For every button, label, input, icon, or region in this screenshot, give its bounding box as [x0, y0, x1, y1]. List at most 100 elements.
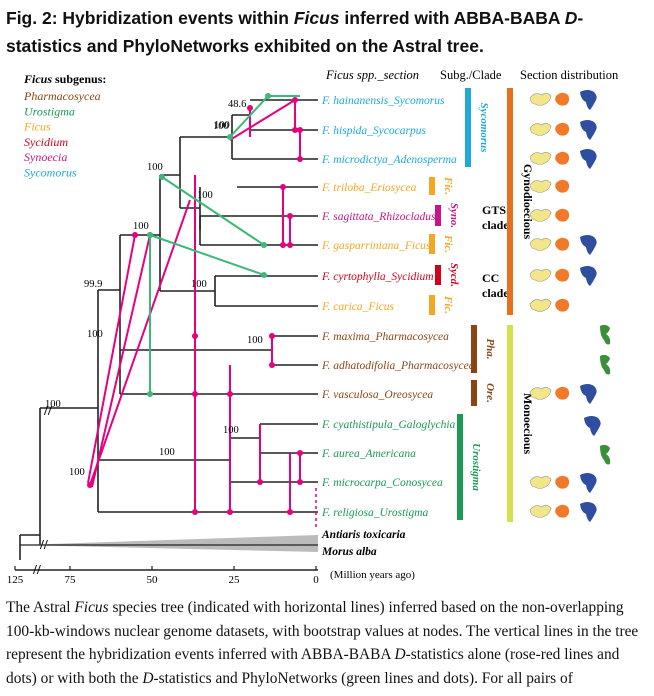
subgenus-bar	[457, 414, 463, 520]
event-dot	[297, 127, 303, 133]
event-dot	[159, 174, 165, 180]
event-dot	[227, 134, 233, 140]
orange-map	[555, 122, 570, 136]
orange-map	[555, 268, 570, 282]
event-dot	[147, 232, 153, 238]
africa-map	[580, 473, 597, 493]
orange-map	[555, 475, 570, 489]
axis-tick-label: 75	[65, 574, 77, 586]
africa-map	[580, 235, 597, 255]
species-tree: ////	[19, 99, 318, 560]
subgenus-bar-label: Urostigma	[470, 443, 482, 491]
asia-map	[529, 92, 552, 106]
bootstrap-value: 100	[87, 329, 103, 340]
event-dot	[227, 391, 233, 397]
bootstrap-value: 100	[247, 335, 263, 346]
subgenus-bar	[429, 295, 435, 315]
orange-map	[555, 386, 570, 400]
figure-title: Fig. 2: Hybridization events within Ficu…	[6, 8, 584, 56]
event-dot	[261, 242, 267, 248]
bootstrap-value: 100	[133, 221, 149, 232]
clade-label: GTS	[482, 203, 506, 217]
africa-map	[580, 90, 597, 110]
taxon-label: F. microcarpa_Conosycea	[321, 477, 443, 489]
event-dot	[147, 391, 153, 397]
breeding-bar	[507, 88, 513, 315]
clade-label: clade	[482, 218, 509, 232]
asia-map	[529, 268, 552, 282]
subgenus-bar-label: Fic.	[442, 234, 454, 253]
bootstrap-value: 100	[45, 399, 61, 410]
hybridization-events	[87, 93, 317, 528]
subgenus-bar	[429, 234, 435, 254]
taxon-label: F. vasculosa_Oreosycea	[321, 389, 433, 401]
breeding-label: Monoecious	[521, 393, 535, 455]
event-dot	[297, 479, 303, 485]
breeding-bar	[507, 325, 513, 522]
asia-map	[529, 179, 552, 193]
side-annotations: Sycomorus Fic. Syno. Fic. Sycd. Fic. Pha. Ore. U…	[429, 88, 535, 522]
outgroup-wedge	[20, 535, 318, 552]
asia-map	[529, 208, 552, 222]
tree-labels: 48.6 100 100 100 100 100 99.9 100 100 100 100 100 10…	[45, 95, 475, 558]
taxon-label: F. adhatodifolia_Pharmacosycea	[321, 360, 475, 372]
event-dot	[257, 479, 263, 485]
taxon-label: F. carica_Ficus	[321, 301, 394, 313]
axis-break-mark: //	[32, 563, 42, 578]
subgenus-bar	[435, 205, 441, 226]
orange-map	[555, 151, 570, 165]
taxon-label: F. cyrtophylla_Sycidium	[321, 271, 434, 283]
america-map	[600, 444, 611, 465]
taxon-label: F. hainanensis_Sycomorus	[321, 95, 445, 107]
event-dot	[192, 391, 198, 397]
event-dot	[227, 509, 233, 515]
africa-map	[580, 149, 597, 169]
species-column-header: Ficus spp._section	[325, 68, 419, 82]
axis-tick-label: 50	[147, 574, 159, 586]
orange-map	[555, 298, 570, 312]
orange-map	[555, 179, 570, 193]
subgenus-bar	[429, 177, 435, 195]
taxon-label: F. religiosa_Urostigma	[321, 507, 429, 519]
asia-map	[529, 237, 552, 251]
event-dot	[269, 362, 275, 368]
orange-map	[555, 237, 570, 251]
legend-title-genus: Ficus	[23, 72, 52, 86]
asia-map	[529, 504, 552, 518]
bootstrap-value: 100	[159, 447, 175, 458]
orange-map	[555, 208, 570, 222]
orange-map	[555, 504, 570, 518]
distribution-header: Section distribution	[520, 68, 619, 82]
legend-title: Ficus subgenus:	[23, 72, 106, 86]
axis-label: (Million years ago)	[330, 569, 415, 581]
event-dot	[269, 333, 275, 339]
legend-item-synoecia: Synoecia	[24, 150, 67, 164]
event-line	[229, 99, 296, 141]
subgenus-bar-label: Syno.	[448, 203, 460, 228]
event-dot	[287, 242, 293, 248]
subgenus-bar-label: Fic.	[442, 176, 454, 195]
asia-map	[529, 298, 552, 312]
event-dot	[247, 105, 253, 111]
bootstrap-value: 100	[214, 120, 230, 131]
event-dot	[265, 93, 271, 99]
bootstrap-value: 100	[69, 467, 85, 478]
taxon-label: F. triloba_Eriosycea	[321, 182, 417, 194]
america-map	[600, 324, 611, 345]
event-dot	[192, 333, 198, 339]
network-edge	[161, 176, 265, 246]
time-axis: 125 75 50 25 0 // (Million years ago)	[7, 563, 416, 586]
event-dot	[280, 242, 286, 248]
asia-map	[529, 122, 552, 136]
subgenus-bar-label: Pha.	[484, 338, 496, 359]
bootstrap-value: 100	[191, 279, 207, 290]
network-edge	[149, 234, 265, 276]
event-dot	[297, 450, 303, 456]
outgroup-label: Morus alba	[321, 546, 377, 558]
subg-clade-header: Subg./Clade	[440, 68, 502, 82]
subgenus-bar	[465, 88, 471, 167]
legend-title-rest: subgenus:	[52, 72, 106, 86]
bootstrap-value: 48.6	[228, 99, 246, 110]
event-dot	[297, 156, 303, 162]
legend-item-pharmacosycea: Pharmacosycea	[23, 89, 101, 103]
